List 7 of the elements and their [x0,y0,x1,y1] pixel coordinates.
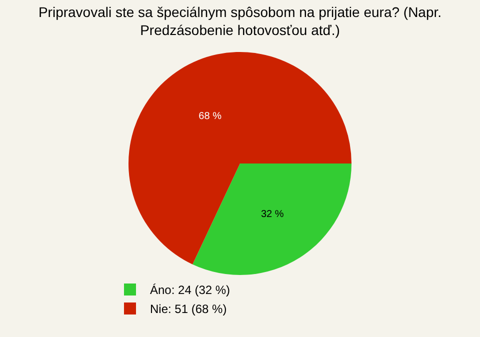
chart-title: Pripravovali ste sa špeciálnym spôsobom na prijatie eura? (Napr. Predzásobenie hotovosťou atď.) [38,4,442,38]
pie-slice [128,52,352,264]
pie-slice [192,164,352,275]
legend-label: Nie: 51 (68 %) [150,302,227,316]
data-label: 32 % [260,209,284,220]
data-label: 68 % [198,110,222,122]
legend-label: Áno: 24 (32 %) [150,283,230,298]
